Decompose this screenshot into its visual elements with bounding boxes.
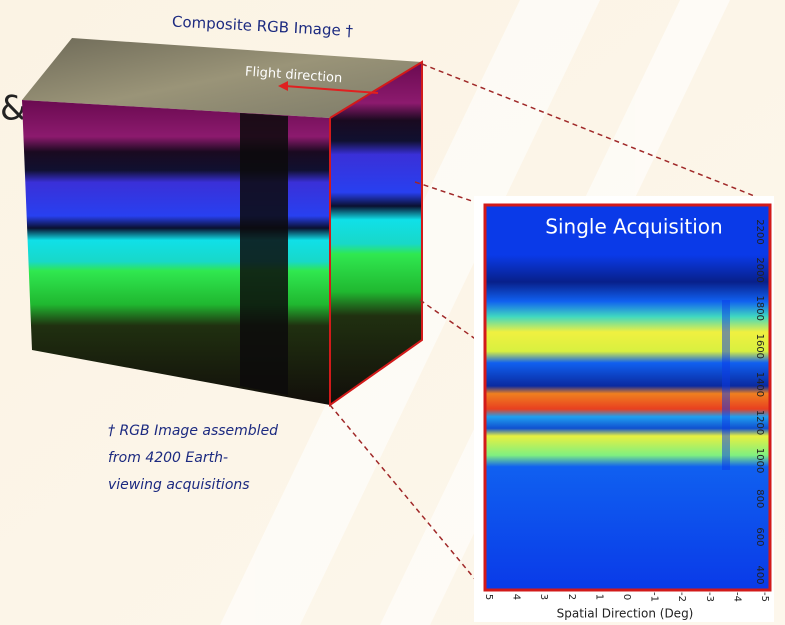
y-label: 1800	[754, 295, 765, 320]
heatmap-gap	[722, 300, 730, 470]
x-label: 2	[566, 594, 577, 600]
y-label: 2200	[754, 219, 765, 244]
y-label: 1400	[754, 372, 765, 397]
dark-strip	[240, 113, 288, 395]
x-label: 3	[538, 594, 549, 600]
x-label: 0	[621, 594, 632, 600]
footnote-line: † RGB Image assembled	[108, 423, 278, 439]
x-axis-label: Spatial Direction (Deg)	[557, 607, 694, 621]
y-label: 400	[754, 565, 765, 584]
y-label: 1200	[754, 410, 765, 435]
x-label: 5	[483, 594, 494, 600]
y-label: 1000	[754, 448, 765, 473]
footnote-line: from 4200 Earth-	[108, 450, 228, 466]
x-label: -1	[649, 592, 660, 602]
y-label: 800	[754, 489, 765, 508]
footnote-line: viewing acquisitions	[108, 477, 250, 493]
x-label: -4	[731, 592, 742, 602]
x-label: 4	[511, 594, 522, 600]
diagram: & Flight direction Composite RGB Image †…	[0, 0, 785, 625]
x-label: -5	[759, 592, 770, 602]
y-label: 2000	[754, 257, 765, 282]
x-label: 1	[593, 594, 604, 600]
y-label: 600	[754, 527, 765, 546]
x-label: -2	[676, 592, 687, 602]
y-label: 1600	[754, 334, 765, 359]
x-label: -3	[704, 592, 715, 602]
panel-title: Single Acquisition	[545, 215, 722, 239]
